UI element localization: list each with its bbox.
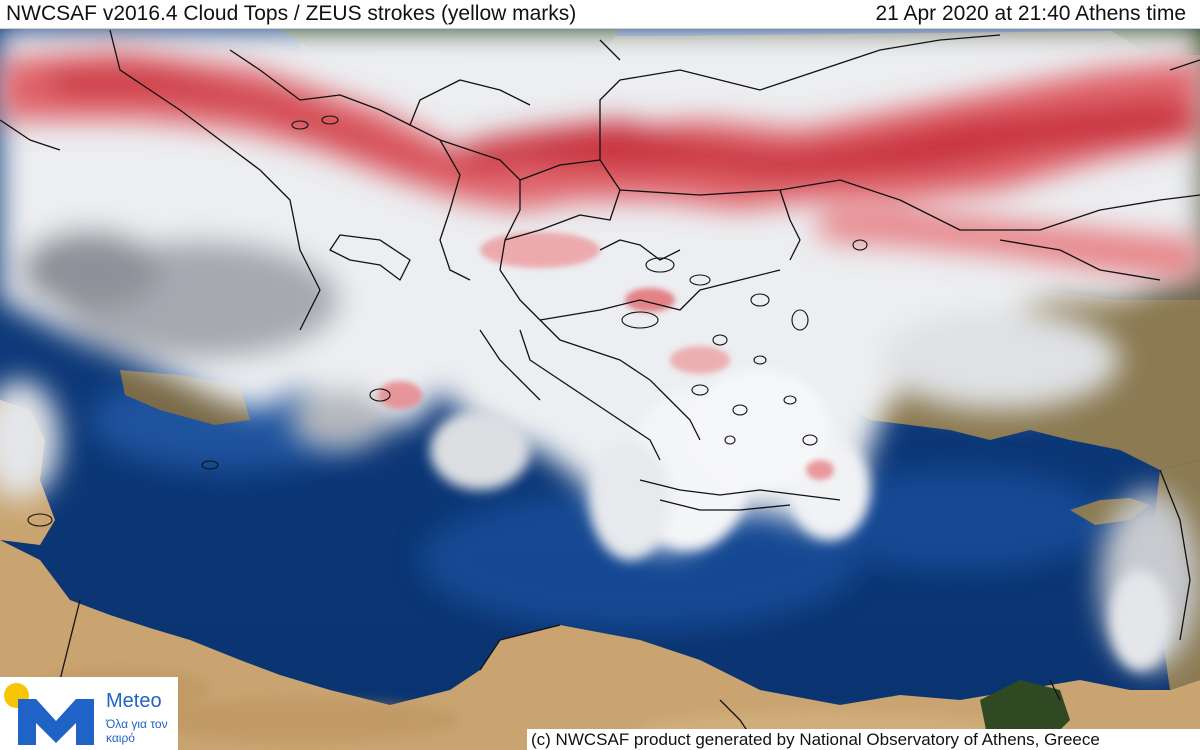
land-north-africa [0, 540, 1200, 750]
logo-brand: Meteo [106, 690, 162, 712]
meteo-logo: Meteo Όλα για τον καιρό [0, 677, 178, 750]
logo-tagline: Όλα για τον καιρό [106, 717, 168, 745]
header-bar: NWCSAF v2016.4 Cloud Tops / ZEUS strokes… [0, 0, 1200, 29]
high-cloud-flecks [378, 232, 834, 480]
country-borders [0, 29, 1200, 750]
credit-footer: (c) NWCSAF product generated by National… [527, 729, 1200, 750]
timestamp-label: 21 Apr 2020 at 21:40 Athens time [875, 2, 1186, 25]
island-outlines [27, 115, 868, 527]
m-logo-icon [18, 699, 94, 745]
high-cloud-tops [0, 50, 1200, 280]
product-title: NWCSAF v2016.4 Cloud Tops / ZEUS strokes… [6, 2, 577, 25]
cloud-streaks [430, 370, 1170, 670]
